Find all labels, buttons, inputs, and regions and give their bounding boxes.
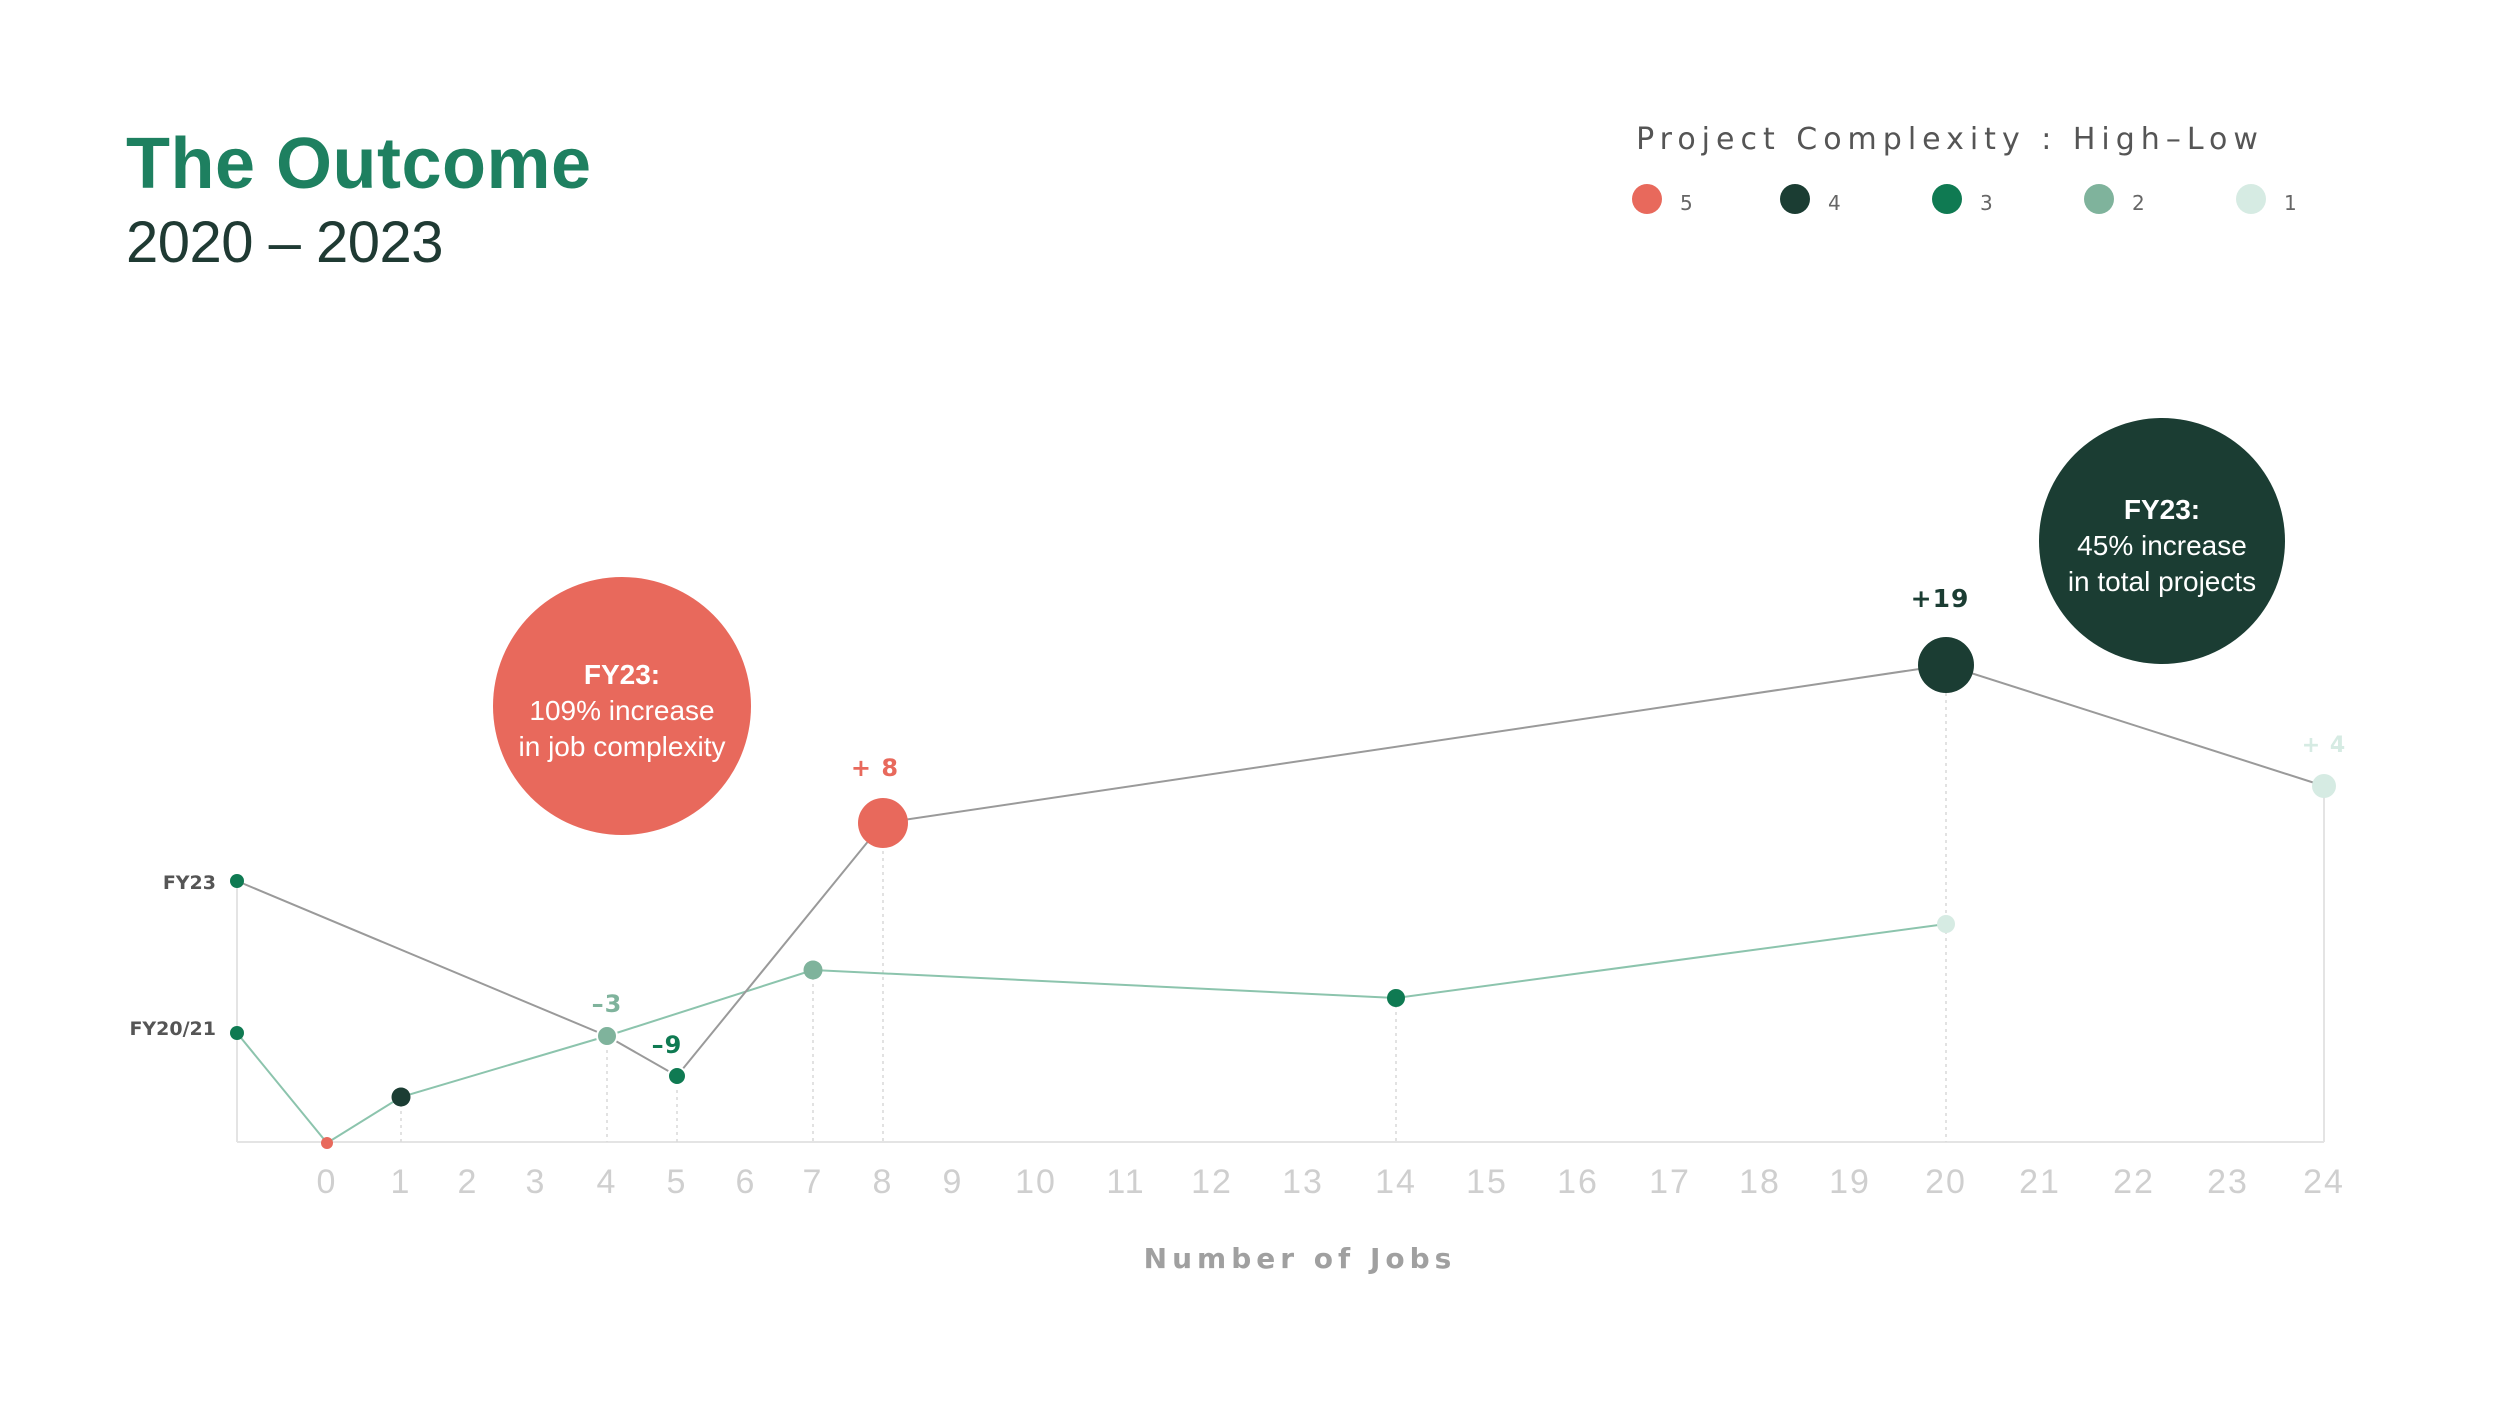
x-tick-label: 20: [1925, 1163, 1967, 1201]
x-tick-label: 21: [2019, 1163, 2061, 1201]
callout-line2: in job complexity: [519, 731, 726, 762]
fy20-point: [321, 1137, 333, 1149]
legend-item-2: 2: [2084, 183, 2145, 215]
fy23-series-line: [236, 663, 2325, 1078]
row-label-fy23: FY23: [163, 872, 216, 894]
x-tick-label: 22: [2113, 1163, 2155, 1201]
legend-swatch-2: [2084, 184, 2114, 214]
x-tick-label: 2: [458, 1163, 479, 1201]
fy23-change-label: + 8: [851, 754, 899, 782]
legend: Project Complexity : High–Low 5 4 3 2 1: [1600, 122, 2300, 243]
fy23-point: [858, 798, 908, 848]
callout-line1: 109% increase: [529, 695, 714, 726]
legend-items: 5 4 3 2 1: [1600, 183, 2300, 243]
legend-swatch-3: [1932, 184, 1962, 214]
x-tick-label: 1: [391, 1163, 412, 1201]
x-tick-label: 9: [943, 1163, 964, 1201]
x-tick-label: 16: [1557, 1163, 1599, 1201]
fy20-point: [803, 960, 823, 980]
legend-swatch-1: [2236, 184, 2266, 214]
callout-heading: FY23:: [584, 659, 660, 690]
fy23-point: [1918, 637, 1974, 693]
x-tick-label: 17: [1649, 1163, 1691, 1201]
x-tick-label: 4: [597, 1163, 618, 1201]
x-tick-label: 23: [2207, 1163, 2249, 1201]
fy23-row-marker: [230, 874, 244, 888]
legend-item-4: 4: [1780, 183, 1841, 215]
legend-item-3: 3: [1932, 183, 1993, 215]
row-label-fy20: FY20/21: [129, 1018, 216, 1040]
legend-swatch-4: [1780, 184, 1810, 214]
fy23-change-label: + 4: [2302, 733, 2346, 758]
fy20-series-line: [236, 923, 1947, 1145]
x-tick-label: 3: [526, 1163, 547, 1201]
x-tick-label: 7: [803, 1163, 824, 1201]
x-tick-label: 5: [667, 1163, 688, 1201]
legend-label-1: 1: [2284, 191, 2297, 215]
x-tick-label: 13: [1282, 1163, 1324, 1201]
x-tick-label: 18: [1739, 1163, 1781, 1201]
legend-label-2: 2: [2132, 191, 2145, 215]
legend-label-4: 4: [1828, 191, 1841, 215]
x-axis-label: Number of Jobs: [1144, 1242, 1457, 1275]
fy23-change-label: –3: [592, 990, 623, 1018]
x-tick-label: 6: [736, 1163, 757, 1201]
x-tick-label: 10: [1015, 1163, 1057, 1201]
x-tick-label: 19: [1829, 1163, 1871, 1201]
legend-item-1: 1: [2236, 183, 2297, 215]
x-tick-label: 15: [1466, 1163, 1508, 1201]
legend-title: Project Complexity : High–Low: [1636, 122, 2264, 157]
x-tick-label: 24: [2303, 1163, 2345, 1201]
fy23-point: [596, 1025, 618, 1047]
x-tick-label: 12: [1191, 1163, 1233, 1201]
fy23-point: [667, 1066, 687, 1086]
page-subtitle: 2020 – 2023: [126, 210, 444, 275]
callout-line2: in total projects: [2068, 566, 2256, 597]
callout-circle: [493, 577, 751, 835]
legend-label-3: 3: [1980, 191, 1993, 215]
legend-label-5: 5: [1680, 191, 1693, 215]
page-title: The Outcome: [126, 124, 592, 204]
fy23-point: [2312, 774, 2336, 798]
x-tick-label: 11: [1106, 1163, 1145, 1201]
title-block: The Outcome 2020 – 2023: [126, 128, 592, 272]
fy23-change-label: –9: [652, 1031, 683, 1059]
callout-line1: 45% increase: [2077, 530, 2247, 561]
fy20-row-marker: [230, 1026, 244, 1040]
legend-item-5: 5: [1632, 183, 1693, 215]
fy23-change-label: +19: [1911, 584, 1970, 613]
x-tick-label: 14: [1375, 1163, 1417, 1201]
fy20-point: [1387, 989, 1405, 1007]
x-tick-label: 0: [317, 1163, 338, 1201]
x-tick-label: 8: [873, 1163, 894, 1201]
callout-heading: FY23:: [2124, 494, 2200, 525]
fy20-point: [391, 1087, 411, 1107]
callout-circle: [2039, 418, 2285, 664]
fy20-point: [1937, 915, 1955, 933]
legend-swatch-5: [1632, 184, 1662, 214]
